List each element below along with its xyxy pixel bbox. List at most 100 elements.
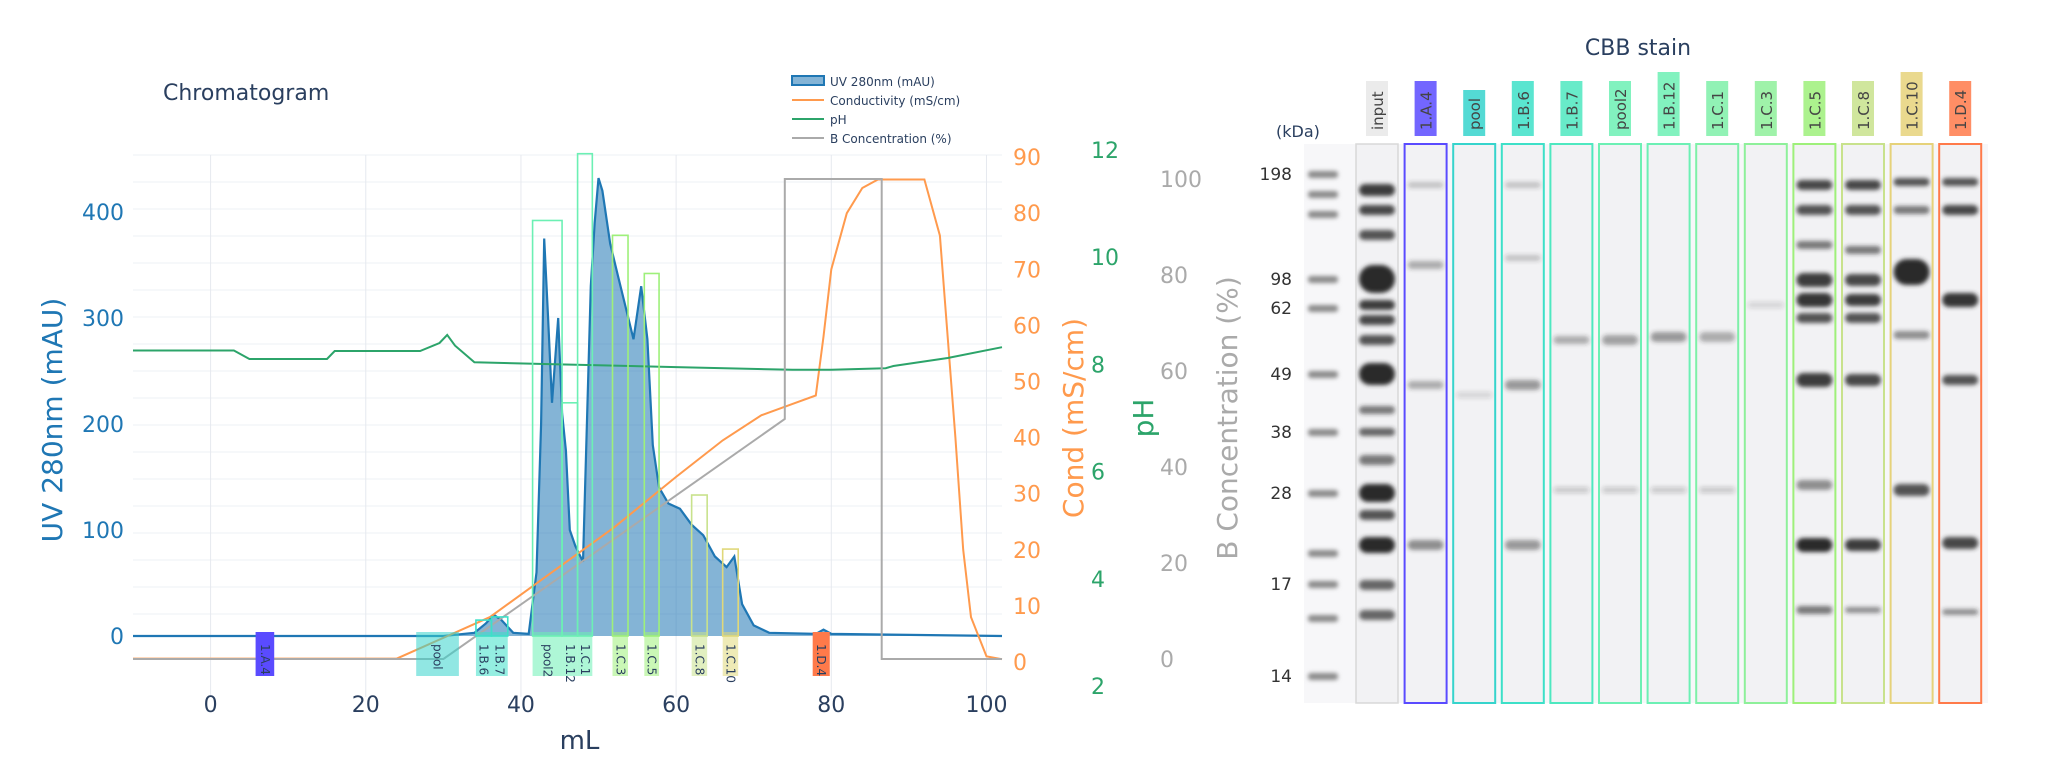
protein-band <box>1407 261 1444 269</box>
fraction-label: 1.C.8 <box>692 644 706 675</box>
fraction-label-box <box>416 632 459 676</box>
lane-label: 1.A.4 <box>1418 91 1436 130</box>
protein-band <box>1796 538 1833 552</box>
lane-label: 1.D.4 <box>1952 90 1970 130</box>
uv-line <box>133 177 1003 638</box>
x-tick-label: 100 <box>965 693 1007 718</box>
ladder-band <box>1308 581 1338 588</box>
protein-band <box>1845 294 1881 306</box>
fraction-label-box <box>691 632 708 676</box>
cond-tick-label: 50 <box>1013 371 1041 396</box>
protein-band <box>1359 363 1395 385</box>
gel-lane: 1.B.7 <box>1549 81 1594 704</box>
lane-outline <box>1549 143 1594 704</box>
uv-axis-title: UV 280nm (mAU) <box>36 298 69 543</box>
lane-outline <box>1695 143 1740 704</box>
lane-header-box <box>1803 81 1826 136</box>
cond-tick-label: 70 <box>1013 258 1041 283</box>
protein-band <box>1845 180 1881 190</box>
fraction-label-box <box>562 632 578 676</box>
protein-band <box>1845 274 1881 286</box>
fraction-label-box <box>644 632 660 676</box>
protein-band <box>1359 510 1395 520</box>
fraction-label-box <box>491 632 508 676</box>
b-conc-tick-label: 20 <box>1160 552 1188 577</box>
fraction-label: 1.C.5 <box>645 644 659 675</box>
ph-tick-label: 12 <box>1091 139 1119 164</box>
b-conc-tick-label: 80 <box>1160 264 1188 289</box>
fraction-label-box <box>475 632 492 676</box>
ladder-band <box>1308 171 1338 178</box>
lane-label: 1.C.8 <box>1855 91 1873 130</box>
protein-band <box>1407 182 1444 188</box>
protein-band <box>1942 537 1979 549</box>
gel-lane: 1.A.4 <box>1403 81 1448 704</box>
protein-band <box>1650 332 1687 342</box>
protein-band <box>1699 332 1736 342</box>
lane-background <box>1744 144 1787 703</box>
fraction-label: 1.B.12 <box>563 644 577 683</box>
protein-band <box>1845 246 1881 254</box>
legend-label: pH <box>830 113 847 127</box>
ph-tick-label: 10 <box>1091 246 1119 271</box>
protein-band <box>1845 539 1881 551</box>
protein-band <box>1893 178 1930 186</box>
lane-outline <box>1646 143 1691 704</box>
protein-band <box>1359 484 1395 502</box>
ladder-band <box>1308 211 1338 218</box>
uv-tick-label: 0 <box>110 625 124 650</box>
gel-lane: 1.C.3 <box>1743 81 1788 704</box>
lane-header-box <box>1463 90 1486 136</box>
lane-background <box>1453 144 1496 703</box>
uv-tick-label: 400 <box>82 201 124 226</box>
marker-label: 28 <box>1270 484 1292 504</box>
protein-band <box>1893 331 1930 339</box>
lane-header-box <box>1657 72 1680 136</box>
gel-lane: pool2 <box>1598 81 1642 704</box>
fraction-label-box <box>722 632 739 676</box>
lane-header-box <box>1560 81 1583 136</box>
fraction-label-box <box>577 632 593 676</box>
protein-band <box>1359 265 1395 293</box>
protein-band <box>1893 259 1930 285</box>
marker-label: 62 <box>1270 299 1292 319</box>
gel-lane: 1.B.12 <box>1646 72 1691 704</box>
ph-tick-label: 8 <box>1091 353 1105 378</box>
lane-background <box>1793 144 1836 703</box>
protein-band <box>1359 335 1395 345</box>
protein-band <box>1796 205 1833 215</box>
ladder-band <box>1308 191 1338 198</box>
protein-band <box>1407 381 1444 389</box>
legend-label: UV 280nm (mAU) <box>830 75 935 89</box>
protein-band <box>1942 293 1979 307</box>
protein-band <box>1359 205 1395 215</box>
protein-band <box>1942 375 1979 385</box>
lane-label: 1.C.10 <box>1904 81 1922 130</box>
protein-band <box>1602 335 1638 345</box>
x-axis-title: mL <box>560 726 600 756</box>
fraction-label: 1.C.3 <box>613 644 627 675</box>
ladder-band <box>1308 550 1338 557</box>
protein-band <box>1504 182 1541 188</box>
lane-label: 1.C.3 <box>1758 91 1776 130</box>
marker-label: 17 <box>1270 575 1292 595</box>
lane-background <box>1696 144 1739 703</box>
gel-lane: 1.C.5 <box>1792 81 1837 704</box>
x-tick-label: 80 <box>817 693 845 718</box>
ph-axis-title: pH <box>1127 399 1160 438</box>
x-tick-label: 0 <box>204 693 218 718</box>
protein-band <box>1504 380 1541 390</box>
ladder-band <box>1308 615 1338 622</box>
gel-lane: 1.C.8 <box>1841 81 1885 704</box>
b-conc-tick-label: 0 <box>1160 648 1174 673</box>
lane-label: pool2 <box>1612 88 1630 130</box>
fraction-label: pool2 <box>540 644 554 677</box>
ladder-band <box>1308 673 1338 680</box>
lane-header-box <box>1900 72 1923 136</box>
gel-lane: 1.C.10 <box>1889 72 1934 704</box>
ladder-band <box>1308 371 1338 378</box>
b-conc-tick-label: 40 <box>1160 456 1188 481</box>
lane-outline <box>1500 143 1545 704</box>
lane-header-box <box>1511 81 1534 136</box>
protein-band <box>1359 610 1395 620</box>
